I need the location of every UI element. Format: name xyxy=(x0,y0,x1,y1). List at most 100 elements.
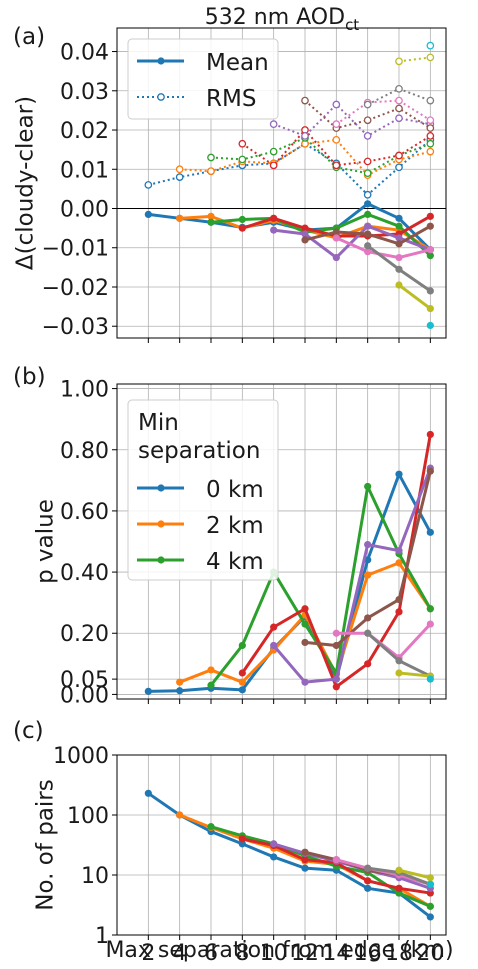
rms-point xyxy=(426,53,435,62)
mean-point xyxy=(176,214,184,222)
rms-point xyxy=(363,169,372,178)
panel-0: −0.03 −0.02 −0.01 0.00 0.01 0.02 0.03 0.04 (a) Δ(… xyxy=(13,24,447,343)
data-point xyxy=(364,864,372,872)
y-tick-label: 0.02 xyxy=(60,119,109,144)
rms-point xyxy=(332,135,341,144)
figure-title-subscript: ct xyxy=(345,16,359,34)
line-series-8 xyxy=(398,868,431,880)
data-point xyxy=(301,864,309,872)
rms-point xyxy=(363,116,372,125)
mean-point xyxy=(301,236,309,244)
legend-marker xyxy=(157,556,165,564)
rms-point xyxy=(395,104,403,113)
mean-point xyxy=(395,281,403,289)
rms-point xyxy=(395,151,403,160)
mean-point xyxy=(426,246,434,254)
panel-label: (c) xyxy=(13,718,44,744)
data-point xyxy=(426,467,434,475)
axes-frame xyxy=(116,754,447,936)
rms-point xyxy=(301,96,309,105)
data-point xyxy=(364,660,372,668)
mean-point xyxy=(238,215,246,224)
mean-line-series-2 xyxy=(210,212,432,257)
mean-point xyxy=(144,210,152,218)
line-series-0 xyxy=(147,792,432,919)
series-group xyxy=(144,789,434,921)
data-point xyxy=(238,669,246,677)
rms-point xyxy=(363,132,372,140)
legend-marker xyxy=(157,520,165,528)
x-tick-label: 6 xyxy=(204,941,218,966)
data-point xyxy=(426,902,434,910)
rms-point xyxy=(395,57,403,66)
data-point xyxy=(364,629,372,637)
y-axis-label: Δ(cloudy-clear) xyxy=(13,96,39,270)
figure-title-main: 532 nm AOD xyxy=(205,5,345,30)
mean-point xyxy=(364,222,372,230)
mean-point xyxy=(395,240,403,248)
data-point xyxy=(207,823,215,831)
data-point xyxy=(270,641,278,650)
rms-point xyxy=(395,96,403,105)
data-point xyxy=(395,657,403,665)
data-point xyxy=(332,675,340,683)
legend-rms-marker xyxy=(157,93,165,101)
data-point xyxy=(364,540,372,549)
rms-point xyxy=(426,116,435,125)
data-point xyxy=(426,620,434,628)
mean-point xyxy=(364,200,372,208)
x-tick-label: 4 xyxy=(173,941,187,966)
y-tick-label: 100 xyxy=(67,804,109,829)
data-point xyxy=(270,853,278,861)
mean-point xyxy=(332,234,340,242)
data-point xyxy=(332,856,340,864)
data-point xyxy=(238,840,246,848)
x-tick-label: 8 xyxy=(235,941,249,966)
data-point xyxy=(144,789,152,797)
x-tick-label: 14 xyxy=(322,941,350,966)
y-axis-label: p value xyxy=(33,499,59,584)
rms-point xyxy=(144,181,153,189)
rms-point xyxy=(269,161,278,170)
data-point xyxy=(301,856,309,864)
data-point xyxy=(395,669,403,677)
x-tick-label: 16 xyxy=(354,941,382,966)
data-point xyxy=(426,913,434,921)
rms-point xyxy=(363,190,372,199)
x-tick-label: 2 xyxy=(141,941,155,966)
data-point xyxy=(395,866,403,874)
data-point xyxy=(301,678,309,686)
mean-point xyxy=(426,321,434,330)
x-tick-label: 10 xyxy=(260,941,288,966)
data-point xyxy=(301,848,309,856)
data-point xyxy=(301,638,309,647)
mean-point xyxy=(332,253,340,262)
data-point xyxy=(207,666,215,674)
data-point xyxy=(176,678,184,686)
mean-point xyxy=(395,253,403,262)
rms-point xyxy=(395,163,403,172)
data-point xyxy=(364,884,372,892)
data-point xyxy=(364,571,372,579)
mean-point xyxy=(426,222,434,230)
data-point xyxy=(238,686,246,694)
mean-point xyxy=(426,304,434,313)
mean-point xyxy=(364,248,372,256)
rms-point xyxy=(426,139,435,148)
rms-line-series-2 xyxy=(210,136,431,175)
panel-1: 0.000.05 0.20 0.40 0.60 0.80 1.00 (b) p value Mi… xyxy=(13,364,447,708)
mean-point xyxy=(395,222,403,230)
mean-point xyxy=(426,251,434,260)
data-point xyxy=(426,430,434,439)
mean-point xyxy=(207,218,215,226)
data-point xyxy=(395,547,403,555)
y-tick-label: 1 xyxy=(95,924,109,949)
y-tick-label: 0.00 xyxy=(60,683,109,708)
rms-line-series-4 xyxy=(273,103,431,138)
data-point xyxy=(238,835,246,843)
series-group xyxy=(144,41,435,330)
line-series-4 xyxy=(272,467,432,684)
data-point xyxy=(238,678,246,686)
y-tick-label: 0.60 xyxy=(60,500,109,525)
